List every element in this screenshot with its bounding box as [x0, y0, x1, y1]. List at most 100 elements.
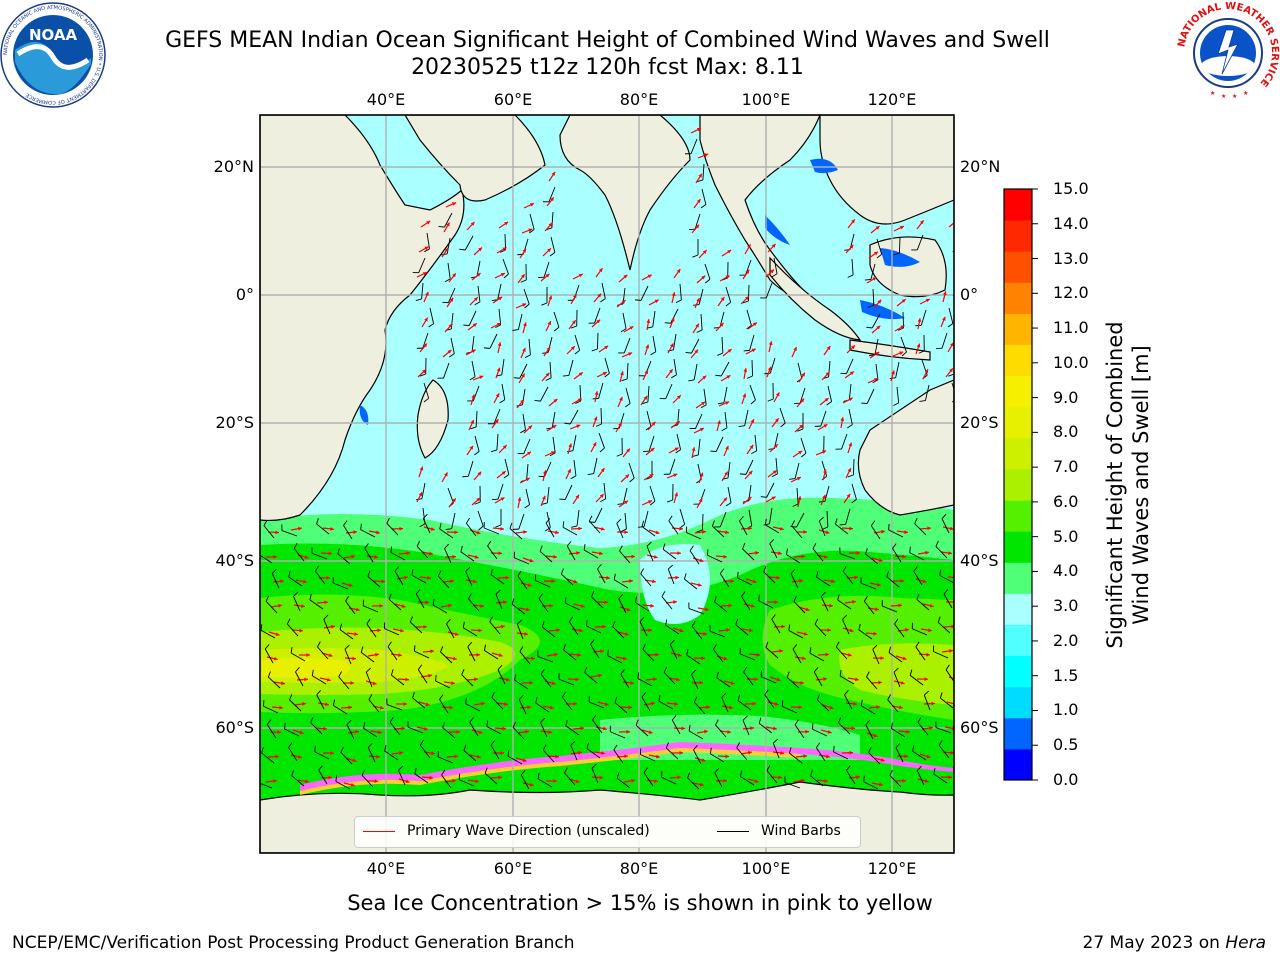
wind-barb — [812, 728, 828, 737]
wave-arrow-head — [428, 673, 432, 678]
sea-ice-caption: Sea Ice Concentration > 15% is shown in … — [347, 891, 933, 915]
wave-arrow-head — [302, 579, 307, 584]
wind-barb — [687, 777, 700, 790]
wave-arrow-head — [522, 248, 526, 253]
wind-barb-feather — [851, 499, 857, 504]
wave-arrow-head — [747, 496, 752, 501]
wave-arrow-head — [500, 272, 505, 277]
wave-arrow-head — [851, 726, 855, 731]
wave-arrow-head — [673, 600, 677, 604]
wave-arrow-head — [728, 705, 733, 710]
wind-barb-feather — [685, 351, 692, 354]
wind-barb — [450, 337, 455, 354]
wave-arrow-head — [695, 224, 700, 229]
wave-arrow-head — [474, 555, 479, 559]
wave-arrow-head — [326, 575, 330, 580]
lon-tick-80e: 80°E — [619, 859, 659, 878]
wave-arrow-head — [444, 472, 448, 477]
wind-barb-feather — [669, 639, 675, 645]
wind-barb — [414, 773, 429, 784]
wind-barb-swatch — [717, 830, 749, 832]
wave-arrow-head — [323, 726, 327, 731]
wave-arrow-head — [478, 247, 483, 252]
wind-barb — [544, 461, 552, 477]
wind-barb — [284, 728, 300, 737]
wind-barb — [545, 522, 555, 538]
wave-arrow-head — [406, 551, 410, 556]
wind-barb — [562, 696, 573, 711]
wave-arrow-head — [354, 632, 358, 636]
wind-barb — [360, 652, 375, 663]
wave-arrow-head — [328, 551, 332, 556]
wind-barb-feather — [261, 747, 264, 754]
wind-barb — [517, 575, 528, 590]
nws-logo: NATIONAL WEATHER SERVICE ★ ★ ★ ★ — [1176, 2, 1280, 103]
wave-arrow-head — [922, 579, 927, 584]
wind-barb-feather — [616, 518, 622, 524]
wave-arrow-head — [598, 673, 602, 678]
wind-barb — [912, 628, 928, 636]
wind-barb-feather — [866, 326, 873, 329]
wind-barb — [948, 307, 954, 324]
wind-barb — [704, 263, 711, 280]
wind-barb — [739, 653, 756, 661]
wind-barb — [773, 257, 778, 274]
wind-barb-feather — [540, 669, 545, 675]
wind-barb-feather — [646, 541, 652, 547]
wind-barb — [693, 363, 698, 380]
wave-arrow-head — [650, 603, 654, 608]
wave-arrow-head — [948, 775, 952, 780]
wind-barb — [826, 510, 829, 528]
wind-barb-feather — [590, 639, 595, 645]
wave-arrow-head — [723, 554, 727, 559]
wind-barb — [643, 772, 654, 787]
wind-barb-feather — [545, 377, 552, 381]
wave-arrow-head — [305, 779, 309, 784]
wave-arrow-head — [771, 496, 776, 501]
wave-arrow-head — [898, 603, 902, 608]
wind-barb-feather — [640, 568, 644, 574]
wind-barb — [786, 676, 800, 689]
wave-arrow-head — [697, 582, 702, 587]
wind-barb-feather — [771, 614, 776, 620]
wind-barb — [579, 384, 582, 402]
wind-barb-feather — [663, 666, 668, 673]
wave-arrow-head — [926, 652, 930, 657]
wind-barb-feather — [716, 671, 719, 678]
wind-barb-feather — [771, 273, 778, 278]
wind-barb — [838, 722, 851, 735]
wave-arrow-head — [618, 422, 622, 427]
wave-arrow-head — [452, 273, 456, 278]
wind-barb — [872, 288, 875, 306]
wind-barb-feather — [415, 589, 421, 595]
wind-barb-feather — [439, 694, 444, 700]
wave-band-6m-east — [839, 643, 954, 705]
wave-arrow-head — [774, 418, 779, 423]
wind-barb — [888, 652, 903, 663]
wind-barb-feather — [791, 520, 795, 526]
wind-barb-feather — [758, 594, 760, 601]
wind-barb-feather — [887, 694, 891, 700]
wave-arrow-head — [551, 681, 556, 685]
wave-arrow-head — [378, 730, 382, 735]
wave-arrow-head — [878, 558, 883, 563]
wind-barb — [745, 259, 752, 276]
wave-arrow-head — [873, 733, 878, 738]
wind-barb — [564, 484, 573, 500]
wind-barb-feather — [411, 569, 414, 576]
wave-band-8m — [262, 658, 350, 678]
wind-barb-feather — [465, 517, 470, 524]
wind-barb-feather — [721, 692, 727, 698]
wave-arrow-head — [626, 448, 630, 453]
wind-barb — [552, 436, 556, 453]
footer-date: 27 May 2023 on Hera — [1083, 933, 1267, 953]
wind-barb — [493, 408, 501, 425]
wind-barb — [367, 576, 381, 588]
wind-barb-feather — [398, 765, 404, 771]
wind-barb-feather — [893, 252, 900, 256]
lon-tick-80e: 80°E — [619, 90, 659, 109]
wave-arrow-head — [655, 652, 659, 657]
wind-barb — [684, 578, 698, 590]
lat-tick-40s: 40°S — [960, 551, 999, 570]
wind-barb-feather — [360, 646, 364, 653]
